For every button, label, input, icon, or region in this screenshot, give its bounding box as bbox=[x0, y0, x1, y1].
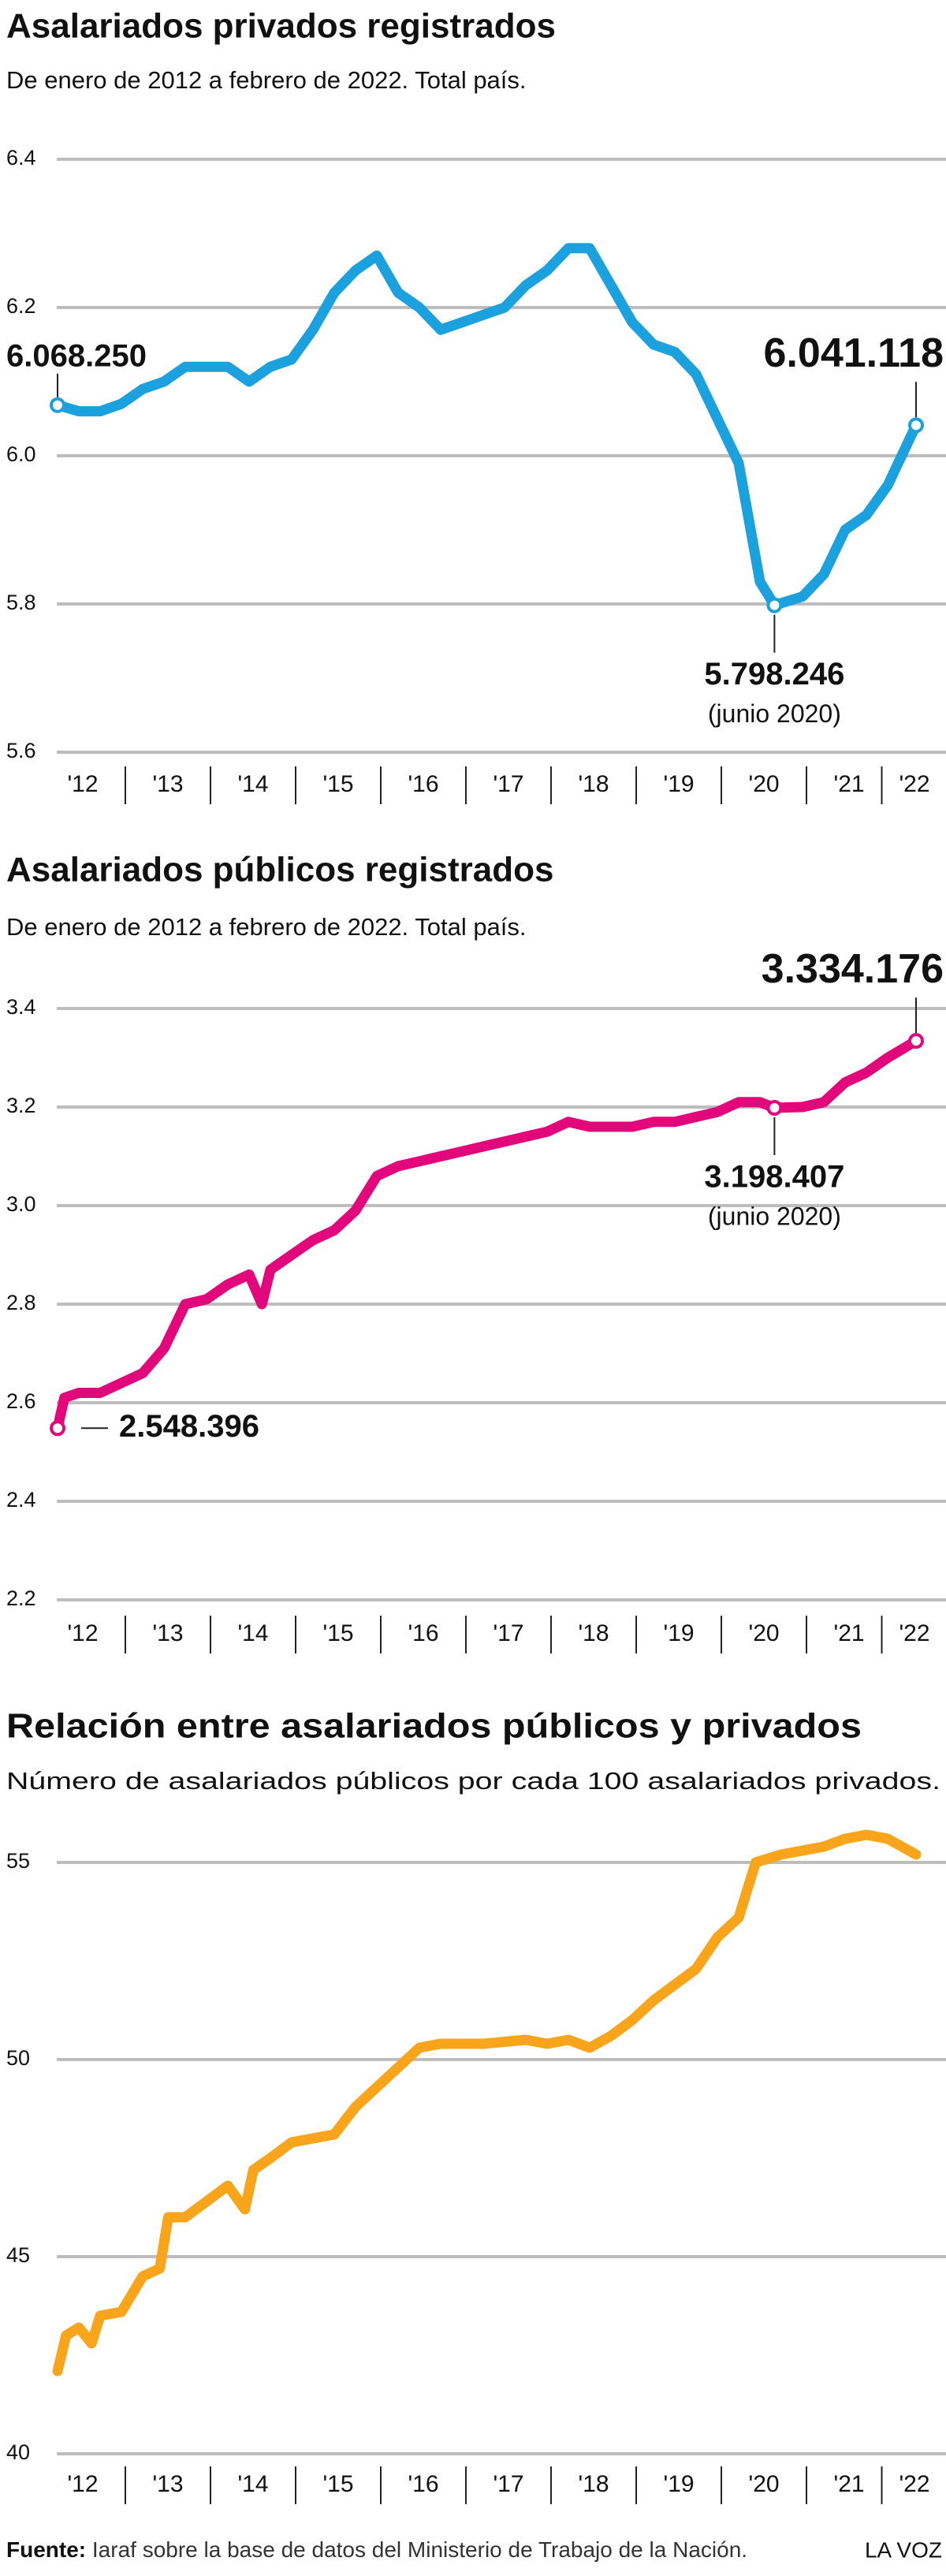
x-tick-label: '19 bbox=[663, 2471, 694, 2497]
value-label: 3.334.176 bbox=[762, 946, 944, 992]
x-tick-label: '13 bbox=[152, 2471, 183, 2497]
data-line bbox=[52, 1829, 922, 2377]
data-line bbox=[52, 243, 922, 611]
point-marker bbox=[50, 1420, 65, 1437]
x-tick-label: '18 bbox=[578, 1620, 609, 1646]
x-tick-label: '12 bbox=[67, 2471, 98, 2497]
value-label: 6.041.118 bbox=[764, 330, 944, 376]
y-tick-label: 5.8 bbox=[6, 591, 36, 614]
x-tick-label: '14 bbox=[237, 771, 268, 797]
x-tick-label: '12 bbox=[67, 1620, 98, 1646]
y-tick-label: 3.4 bbox=[6, 995, 36, 1019]
x-tick-label: '12 bbox=[67, 771, 98, 797]
x-tick-label: '21 bbox=[833, 2471, 864, 2497]
x-tick-label: '19 bbox=[663, 1620, 694, 1646]
x-tick-label: '17 bbox=[493, 771, 523, 797]
x-tick-label: '22 bbox=[899, 2471, 929, 2497]
y-tick-label: 6.0 bbox=[6, 442, 36, 466]
point-marker bbox=[766, 1099, 783, 1116]
value-label: 3.198.407 bbox=[704, 1160, 844, 1195]
x-tick-label: '20 bbox=[748, 771, 779, 797]
y-tick-label: 6.2 bbox=[6, 294, 36, 318]
source-text: Iaraf sobre la base de datos del Ministe… bbox=[92, 2537, 747, 2562]
y-tick-label: 40 bbox=[6, 2440, 30, 2464]
point-marker bbox=[50, 397, 65, 413]
x-tick-label: '14 bbox=[237, 1620, 268, 1646]
y-tick-label: 2.8 bbox=[6, 1291, 36, 1314]
chart-title: Relación entre asalariados públicos y pr… bbox=[6, 1707, 862, 1746]
x-tick-label: '19 bbox=[663, 771, 694, 797]
point-marker bbox=[908, 1033, 924, 1049]
x-tick-label: '15 bbox=[322, 1620, 353, 1646]
y-tick-label: 6.4 bbox=[6, 146, 36, 170]
y-tick-label: 2.4 bbox=[6, 1488, 36, 1512]
chart-subtitle: Número de asalariados públicos por cada … bbox=[6, 1767, 940, 1795]
y-tick-label: 3.2 bbox=[6, 1094, 36, 1117]
chart-title: Asalariados privados registrados bbox=[6, 7, 556, 46]
y-tick-label: 45 bbox=[6, 2243, 30, 2267]
x-tick-label: '16 bbox=[408, 1620, 438, 1646]
source-label: Fuente: bbox=[6, 2537, 86, 2562]
y-tick-label: 5.6 bbox=[6, 739, 36, 762]
chart-subtitle: De enero de 2012 a febrero de 2022. Tota… bbox=[6, 66, 527, 94]
source: Fuente: Iaraf sobre la base de datos del… bbox=[6, 2537, 747, 2562]
value-note: (junio 2020) bbox=[708, 1202, 841, 1230]
chart-title: Asalariados públicos registrados bbox=[6, 851, 553, 889]
x-tick-label: '20 bbox=[748, 1620, 779, 1646]
y-tick-label: 2.6 bbox=[6, 1389, 36, 1413]
chart-subtitle: De enero de 2012 a febrero de 2022. Tota… bbox=[6, 913, 527, 941]
x-tick-label: '22 bbox=[899, 1620, 929, 1646]
x-tick-label: '13 bbox=[152, 771, 183, 797]
x-tick-label: '18 bbox=[578, 2471, 609, 2497]
x-tick-label: '21 bbox=[833, 1620, 864, 1646]
value-label: 5.798.246 bbox=[704, 657, 844, 692]
x-tick-label: '14 bbox=[237, 2471, 268, 2497]
x-tick-label: '15 bbox=[322, 2471, 353, 2497]
value-label: 2.548.396 bbox=[119, 1409, 259, 1444]
x-tick-label: '13 bbox=[152, 1620, 183, 1646]
y-tick-label: 2.2 bbox=[6, 1586, 36, 1610]
x-tick-label: '16 bbox=[408, 771, 438, 797]
value-note: (junio 2020) bbox=[708, 699, 841, 728]
y-tick-label: 3.0 bbox=[6, 1192, 36, 1216]
point-marker bbox=[766, 597, 783, 613]
x-tick-label: '20 bbox=[748, 2471, 779, 2497]
x-tick-label: '18 bbox=[578, 771, 609, 797]
x-tick-label: '16 bbox=[408, 2471, 438, 2497]
credit: LA VOZ bbox=[865, 2537, 942, 2562]
y-tick-label: 55 bbox=[6, 1849, 30, 1873]
x-tick-label: '15 bbox=[322, 771, 353, 797]
value-label: 6.068.250 bbox=[6, 338, 147, 373]
point-marker bbox=[908, 417, 924, 434]
x-tick-label: '17 bbox=[493, 2471, 523, 2497]
x-tick-label: '21 bbox=[833, 771, 864, 797]
x-tick-label: '17 bbox=[493, 1620, 523, 1646]
x-tick-label: '22 bbox=[899, 771, 929, 797]
data-line bbox=[52, 1035, 922, 1433]
y-tick-label: 50 bbox=[6, 2046, 30, 2070]
